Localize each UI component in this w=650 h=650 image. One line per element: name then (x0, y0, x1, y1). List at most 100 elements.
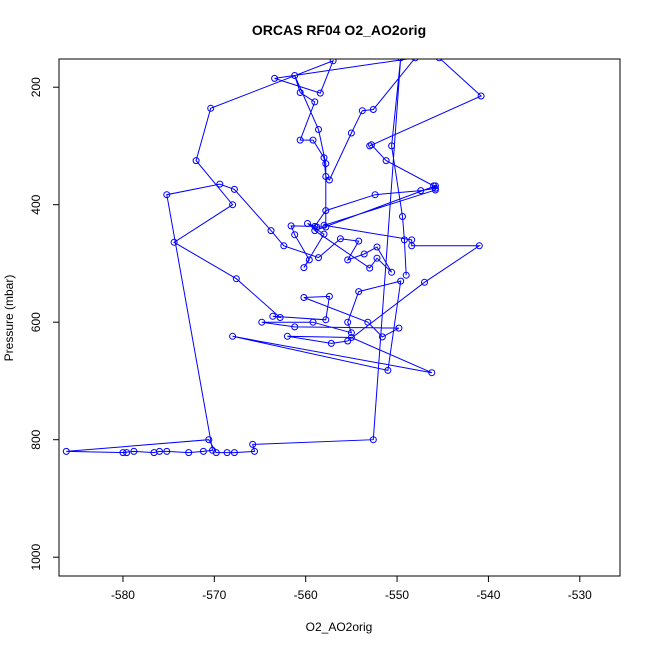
data-point (276, 314, 284, 321)
data-point (397, 59, 404, 62)
data-point (315, 254, 322, 262)
data-point (296, 136, 304, 144)
data-point (428, 369, 436, 377)
series-line (66, 59, 483, 454)
data-point (322, 223, 330, 231)
data-point (402, 271, 410, 279)
data-point (311, 98, 319, 106)
data-point (267, 227, 275, 235)
data-point (369, 106, 377, 113)
data-point (216, 180, 224, 188)
y-axis-label: Pressure (mbar) (2, 275, 16, 362)
data-point (291, 72, 299, 79)
data-point (364, 318, 372, 326)
data-point (397, 277, 405, 285)
data-point (280, 242, 288, 250)
data-point (360, 250, 368, 258)
data-point (371, 191, 379, 199)
data-point (325, 176, 333, 184)
data-point (395, 324, 403, 332)
data-point (305, 256, 313, 264)
x-tick-label: -580 (111, 588, 135, 602)
x-tick-label: -570 (202, 588, 226, 602)
data-point (309, 136, 317, 144)
data-point (163, 447, 171, 455)
plot-frame (58, 58, 621, 577)
data-point (325, 292, 333, 300)
data-point (185, 449, 193, 457)
data-point (399, 213, 406, 220)
data-point (230, 449, 238, 457)
data-point (322, 316, 330, 324)
data-point (163, 191, 171, 199)
data-point (309, 318, 317, 326)
data-point (283, 332, 291, 340)
data-point (368, 141, 375, 149)
data-point (344, 318, 352, 326)
data-point (230, 185, 238, 193)
data-point (421, 278, 428, 286)
data-point (311, 227, 319, 235)
data-point (271, 74, 279, 82)
data-point (327, 339, 335, 347)
data-point (251, 447, 258, 455)
data-point (232, 275, 240, 283)
data-point (258, 318, 266, 326)
chart-title: ORCAS RF04 O2_AO2orig (252, 22, 426, 38)
x-tick-label: -560 (294, 588, 318, 602)
data-point (412, 59, 419, 62)
data-point (300, 264, 308, 272)
data-point (378, 333, 386, 341)
data-point (475, 242, 483, 250)
data-point (347, 334, 355, 341)
data-point (192, 157, 200, 165)
data-point (205, 436, 213, 444)
data-layer (62, 59, 485, 457)
axis-ticks: -580 -570 -560 -550 -540 -530 200 400 600 800 1000 (29, 77, 592, 602)
data-point (388, 268, 396, 276)
data-point (417, 187, 425, 195)
data-point (347, 329, 355, 337)
y-tick-label: 600 (29, 312, 43, 332)
data-point (477, 92, 485, 100)
data-point (373, 243, 381, 251)
data-point (336, 235, 344, 243)
data-point (223, 449, 231, 457)
x-axis-label: O2_AO2orig (306, 620, 373, 634)
data-point (287, 222, 295, 230)
data-point (269, 312, 277, 320)
data-point (329, 59, 337, 65)
data-point (150, 449, 158, 457)
data-point (207, 104, 215, 112)
data-point (355, 237, 363, 245)
data-point (347, 129, 355, 137)
data-point (119, 449, 127, 457)
data-point (199, 447, 207, 455)
y-tick-label: 400 (29, 194, 43, 214)
data-point (304, 220, 311, 227)
data-point (249, 440, 257, 448)
x-tick-label: -540 (476, 588, 500, 602)
data-point (366, 142, 374, 150)
data-point (320, 230, 328, 238)
data-point (369, 436, 377, 444)
data-point (229, 332, 237, 340)
data-point (209, 446, 216, 454)
data-point (212, 449, 220, 457)
data-point (62, 447, 70, 455)
data-point (382, 157, 390, 165)
data-point (408, 242, 416, 250)
data-point (344, 337, 352, 345)
x-tick-label: -550 (385, 588, 409, 602)
data-point (300, 294, 308, 301)
data-point (384, 366, 392, 374)
data-point (322, 173, 330, 180)
data-point (355, 288, 363, 296)
data-point (358, 107, 366, 115)
data-point (315, 126, 322, 133)
data-point (320, 221, 328, 229)
data-point (373, 254, 381, 262)
data-point (388, 142, 396, 150)
x-tick-label: -530 (568, 588, 592, 602)
